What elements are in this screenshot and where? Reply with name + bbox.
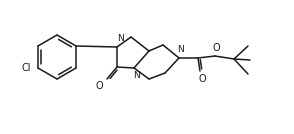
Text: O: O (198, 74, 206, 84)
Text: O: O (95, 81, 103, 91)
Text: N: N (178, 45, 184, 54)
Text: Cl: Cl (21, 63, 31, 73)
Text: N: N (117, 34, 123, 43)
Text: O: O (212, 43, 220, 53)
Text: N: N (134, 71, 140, 80)
